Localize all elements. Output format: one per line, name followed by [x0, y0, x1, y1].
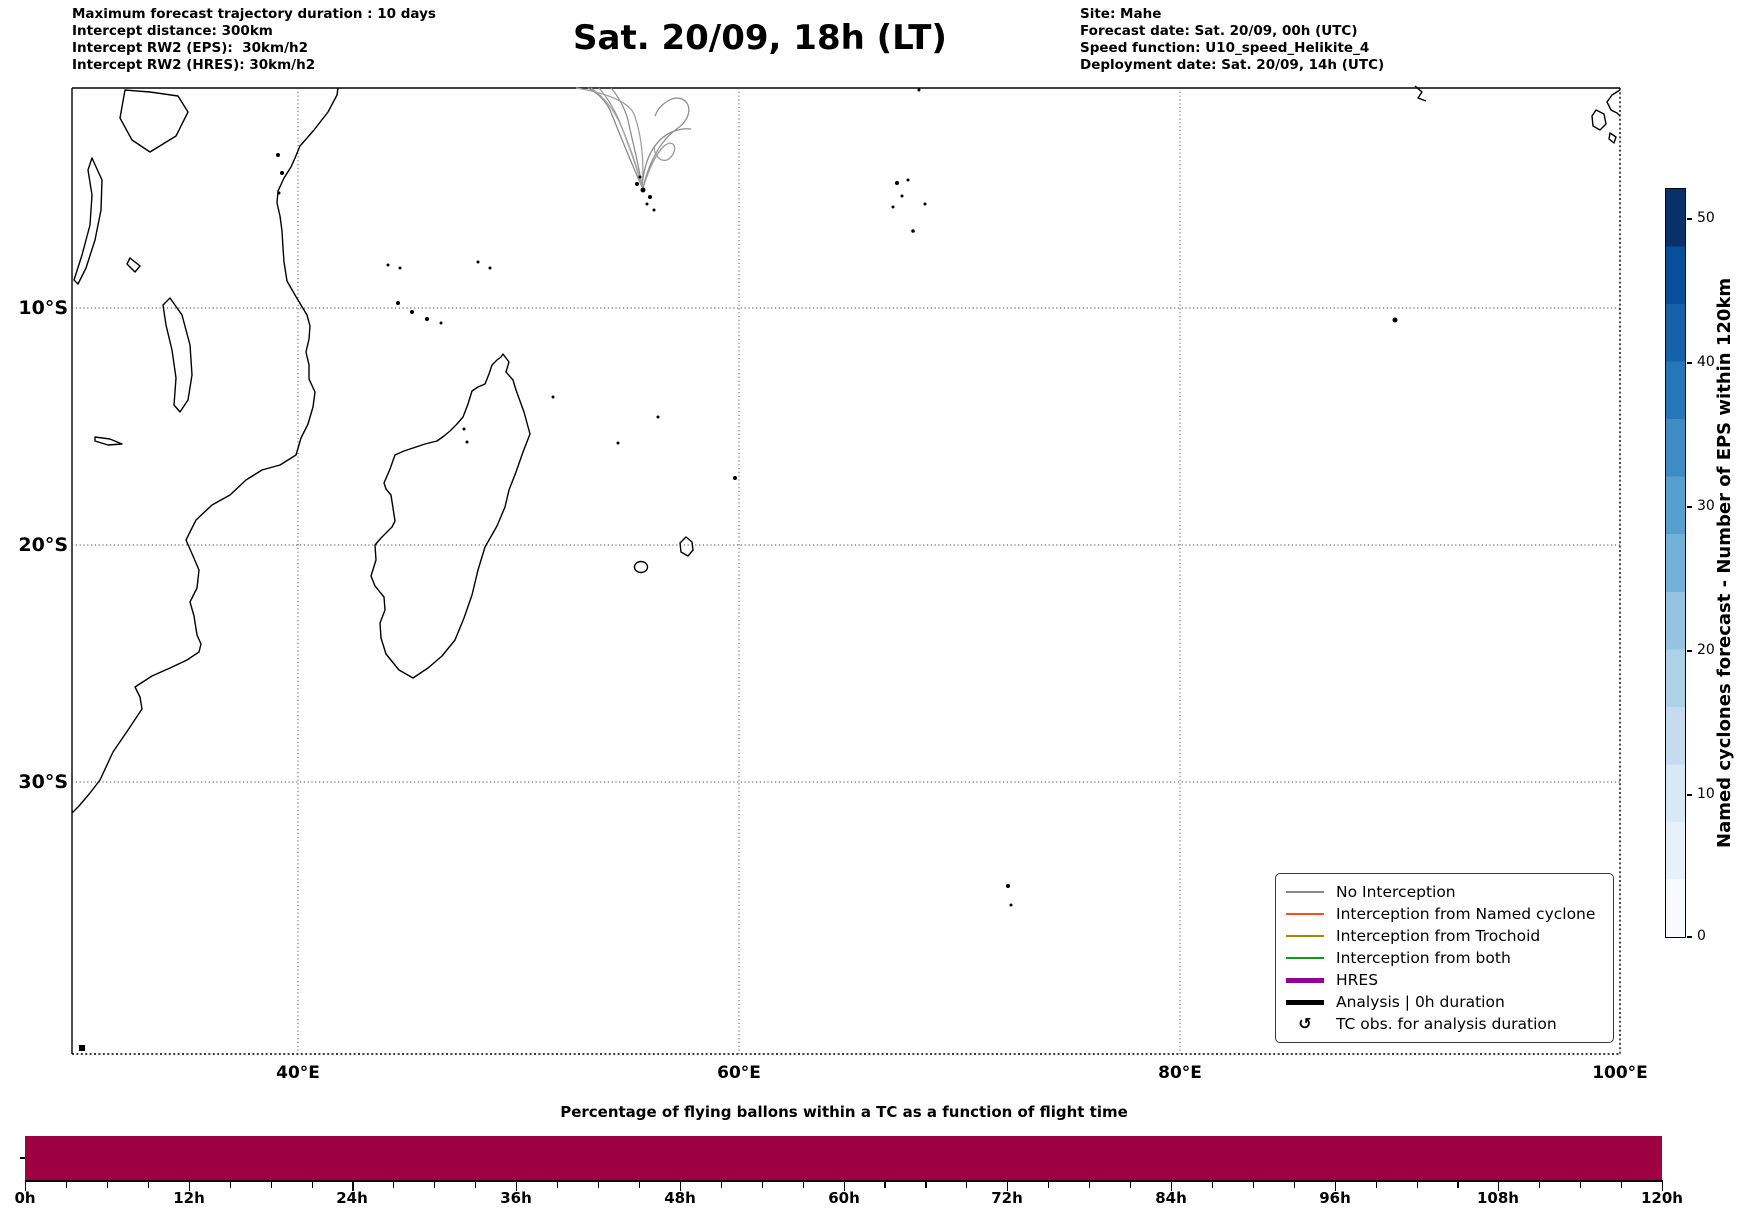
hour-96: 96h [1319, 1189, 1351, 1207]
named-cyclone-line-icon [1286, 913, 1324, 915]
legend-item-no-interception: No Interception [1286, 881, 1603, 903]
bottom-chart-axis [25, 1180, 1663, 1182]
tc-obs-marker-icon: ↺ [1298, 1014, 1312, 1033]
forecast-date-text: Forecast date: Sat. 20/09, 00h (UTC) [1080, 23, 1358, 39]
xtick-60e: 60°E [717, 1063, 761, 1083]
intercept-rw2-eps-text: Intercept RW2 (EPS): 30km/h2 [72, 40, 308, 56]
ytick-30s: 30°S [18, 771, 68, 793]
bottom-chart-title: Percentage of flying ballons within a TC… [560, 1103, 1128, 1121]
legend-item-both: Interception from both [1286, 947, 1603, 969]
intercept-rw2-hres-text: Intercept RW2 (HRES): 30km/h2 [72, 57, 316, 73]
analysis-line-icon [1286, 999, 1324, 1005]
xtick-80e: 80°E [1158, 1063, 1202, 1083]
hour-48: 48h [664, 1189, 696, 1207]
hour-12: 12h [173, 1189, 205, 1207]
cb-tick-50: 50 [1697, 210, 1715, 226]
hour-24: 24h [336, 1189, 368, 1207]
figure-title: Sat. 20/09, 18h (LT) [573, 18, 947, 58]
legend-item-named-cyclone: Interception from Named cyclone [1286, 903, 1603, 925]
coastlines [71, 85, 1621, 814]
hour-120: 120h [1641, 1189, 1683, 1207]
hour-84: 84h [1155, 1189, 1187, 1207]
trochoid-line-icon [1286, 935, 1324, 937]
cb-tick-30: 30 [1697, 498, 1715, 514]
header-right-block: Site: Mahe Forecast date: Sat. 20/09, 00… [1080, 6, 1384, 74]
colorbar [1665, 188, 1686, 938]
hour-0: 0h [14, 1189, 36, 1207]
max-duration-text: Maximum forecast trajectory duration : 1… [72, 6, 436, 22]
colorbar-title: Named cyclones forecast - Number of EPS … [1714, 277, 1735, 849]
hour-60: 60h [828, 1189, 860, 1207]
bottom-chart-ytick [20, 1157, 25, 1159]
hour-72: 72h [991, 1189, 1023, 1207]
legend-item-analysis: Analysis | 0h duration [1286, 991, 1603, 1013]
xtick-40e: 40°E [276, 1063, 320, 1083]
eps-trajectories [575, 87, 692, 189]
legend-item-hres: HRES [1286, 969, 1603, 991]
intercept-distance-text: Intercept distance: 300km [72, 23, 273, 39]
hour-108: 108h [1477, 1189, 1519, 1207]
ytick-20s: 20°S [18, 534, 68, 556]
map-legend: No Interception Interception from Named … [1275, 873, 1614, 1043]
bottom-chart-tickmarks [25, 1182, 1664, 1194]
tc-percentage-bar [25, 1136, 1662, 1180]
deployment-date-text: Deployment date: Sat. 20/09, 14h (UTC) [1080, 57, 1385, 73]
cb-tick-40: 40 [1697, 354, 1715, 370]
hres-line-icon [1286, 977, 1324, 983]
cb-tick-10: 10 [1697, 786, 1715, 802]
speed-function-text: Speed function: U10_speed_Helikite_4 [1080, 40, 1370, 56]
legend-item-trochoid: Interception from Trochoid [1286, 925, 1603, 947]
ytick-10s: 10°S [18, 297, 68, 319]
header-left-block: Maximum forecast trajectory duration : 1… [72, 6, 436, 74]
hour-36: 36h [500, 1189, 532, 1207]
legend-item-tc-obs: ↺ TC obs. for analysis duration [1286, 1013, 1603, 1035]
site-text: Site: Mahe [1080, 6, 1162, 22]
analysis-marker [79, 1045, 85, 1051]
no-interception-line-icon [1286, 891, 1324, 893]
cb-tick-20: 20 [1697, 642, 1715, 658]
both-line-icon [1286, 957, 1324, 959]
map-specks [79, 88, 1398, 1051]
cb-tick-0: 0 [1697, 928, 1706, 944]
xtick-100e: 100°E [1592, 1063, 1648, 1083]
